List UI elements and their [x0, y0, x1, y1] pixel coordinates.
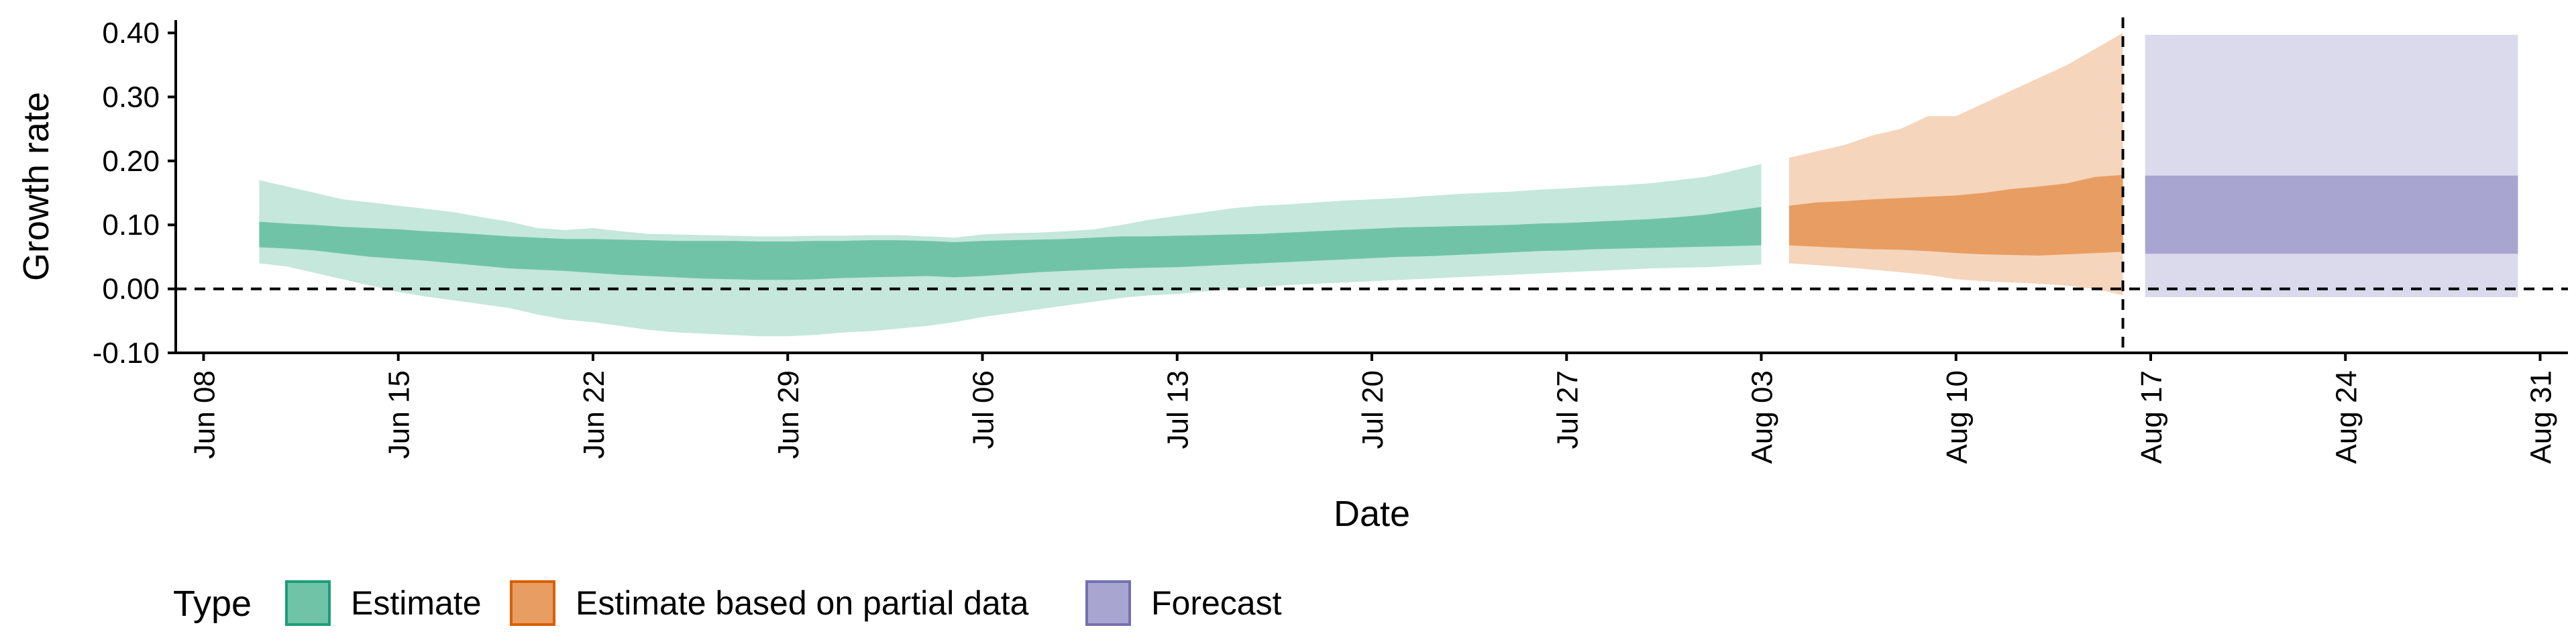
- x-tick-label: Aug 31: [2525, 370, 2558, 464]
- x-tick-label: Jul 13: [1162, 370, 1195, 449]
- x-tick-label: Aug 17: [2135, 370, 2168, 464]
- y-tick-label: 0.10: [102, 209, 160, 241]
- x-axis-title: Date: [1334, 494, 1410, 534]
- legend-title: Type: [173, 584, 252, 624]
- ribbon-50-forecast: [2145, 175, 2518, 254]
- x-tick-label: Jun 22: [578, 370, 610, 459]
- legend-label-estimate: Estimate: [351, 584, 482, 622]
- ribbon-90-forecast: [2145, 34, 2518, 298]
- legend-label-estimate-based-on-partial-data: Estimate based on partial data: [576, 584, 1029, 622]
- y-tick-label: 0.00: [102, 273, 160, 306]
- y-tick-label: 0.20: [102, 145, 160, 178]
- legend-swatch-estimate: [285, 580, 331, 626]
- ribbon-50-estimate: [259, 207, 1762, 280]
- y-axis-title: Growth rate: [16, 92, 56, 281]
- legend-swatch-forecast: [1085, 580, 1131, 626]
- x-tick-label: Jun 15: [383, 370, 416, 459]
- legend-label-forecast: Forecast: [1151, 584, 1282, 622]
- x-tick-label: Aug 03: [1746, 370, 1779, 464]
- legend-swatch-estimate-based-on-partial-data: [510, 580, 555, 626]
- legend: Type Estimate Estimate based on partial d…: [173, 580, 1282, 626]
- y-tick-label: 0.30: [102, 80, 160, 113]
- ribbon-50-estimate-based-on-partial-data: [1789, 174, 2123, 256]
- x-tick-label: Jul 20: [1356, 370, 1389, 449]
- axes: -0.10 0.00 0.10 0.20 0.30 0.40 Jun 08 Jun 15 Jun…: [93, 17, 2568, 464]
- x-tick-label: Jul 06: [967, 370, 1000, 449]
- x-tick-label: Jun 08: [188, 370, 221, 459]
- y-tick-label: -0.10: [93, 337, 160, 370]
- ribbon-layer: [259, 33, 2518, 337]
- x-tick-label: Jul 27: [1551, 370, 1584, 449]
- x-tick-label: Jun 29: [772, 370, 805, 459]
- y-tick-label: 0.40: [102, 17, 160, 50]
- ribbon-90-estimate-based-on-partial-data: [1789, 33, 2123, 296]
- x-tick-label: Aug 10: [1941, 370, 1974, 464]
- x-tick-label: Aug 24: [2330, 370, 2363, 464]
- reference-lines: [176, 17, 2568, 353]
